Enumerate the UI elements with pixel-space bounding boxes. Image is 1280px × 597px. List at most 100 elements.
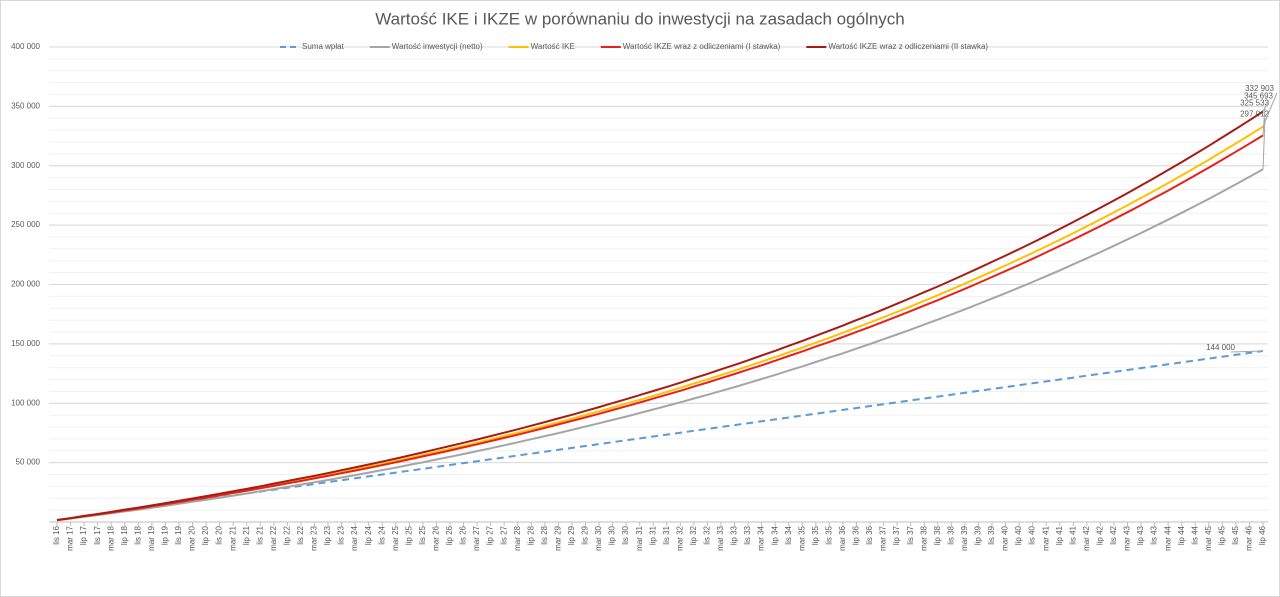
x-tick-label: mar 45 — [1204, 525, 1213, 550]
x-tick-label: mar 39 — [960, 525, 969, 550]
x-tick-label: mar 23 — [310, 525, 319, 550]
data-label: 144 000 — [1206, 343, 1235, 352]
x-tick-label: lis 19 — [174, 525, 183, 544]
x-tick-label: mar 21 — [228, 525, 237, 550]
x-tick-label: mar 33 — [716, 525, 725, 550]
x-tick-label: lip 39 — [974, 525, 983, 545]
x-tick-label: lis 36 — [865, 525, 874, 544]
x-tick-label: lip 24 — [364, 525, 373, 545]
x-tick-label: lis 30 — [621, 525, 630, 544]
legend-label: Wartość inwestycji (netto) — [392, 42, 483, 51]
x-tick-label: lis 45 — [1231, 525, 1240, 544]
x-tick-label: lis 24 — [377, 525, 386, 544]
x-tick-label: lis 28 — [540, 525, 549, 544]
x-tick-label: lis 31 — [662, 525, 671, 544]
series-line — [56, 350, 1264, 522]
x-tick-label: mar 42 — [1082, 525, 1091, 550]
x-tick-label: mar 32 — [675, 525, 684, 550]
x-tick-label: mar 43 — [1123, 525, 1132, 550]
x-tick-label: mar 37 — [879, 525, 888, 550]
y-tick-label: 400 000 — [11, 42, 40, 51]
x-tick-label: lis 33 — [743, 525, 752, 544]
x-tick-label: lip 26 — [445, 525, 454, 545]
x-tick-label: lis 40 — [1028, 525, 1037, 544]
x-tick-label: lis 32 — [703, 525, 712, 544]
y-tick-label: 250 000 — [11, 220, 40, 229]
label-leader — [1262, 118, 1266, 170]
x-tick-label: mar 17 — [66, 525, 75, 550]
x-tick-label: mar 34 — [757, 525, 766, 550]
x-tick-label: lip 20 — [201, 525, 210, 545]
x-tick-label: mar 35 — [797, 525, 806, 550]
legend-label: Wartość IKE — [531, 42, 575, 51]
x-tick-label: lip 22 — [282, 525, 291, 545]
x-tick-label: lip 44 — [1177, 525, 1186, 545]
series-line — [56, 168, 1264, 522]
x-tick-label: mar 40 — [1001, 525, 1010, 550]
x-tick-label: lip 23 — [323, 525, 332, 545]
x-tick-label: lip 18 — [120, 525, 129, 545]
x-tick-label: mar 24 — [350, 525, 359, 550]
x-tick-label: lip 19 — [161, 525, 170, 545]
x-tick-label: lis 34 — [784, 525, 793, 544]
x-tick-label: lis 26 — [459, 525, 468, 544]
x-tick-label: lip 46 — [1258, 525, 1267, 545]
x-tick-label: mar 38 — [919, 525, 928, 550]
x-tick-label: lis 22 — [296, 525, 305, 544]
x-tick-label: mar 18 — [106, 525, 115, 550]
data-label: 325 533 — [1240, 99, 1269, 108]
x-tick-label: lis 21 — [255, 525, 264, 544]
x-tick-label: lis 20 — [215, 525, 224, 544]
x-tick-label: lip 32 — [689, 525, 698, 545]
x-tick-label: lip 45 — [1217, 525, 1226, 545]
x-tick-label: lip 33 — [730, 525, 739, 545]
label-leader — [1230, 350, 1264, 353]
x-tick-label: mar 31 — [635, 525, 644, 550]
x-tick-label: lip 42 — [1096, 525, 1105, 545]
chart-title: Wartość IKE i IKZE w porównaniu do inwes… — [375, 9, 904, 28]
data-label: 332 903 — [1245, 84, 1274, 93]
data-label: 297 012 — [1240, 109, 1269, 118]
x-tick-label: lis 38 — [946, 525, 955, 544]
x-tick-label: mar 44 — [1163, 525, 1172, 550]
x-tick-label: lis 44 — [1190, 525, 1199, 544]
series-line — [56, 110, 1264, 521]
y-tick-label: 50 000 — [16, 458, 41, 467]
legend-label: Wartość IKZE wraz z odliczeniami (I staw… — [623, 42, 781, 51]
x-tick-label: lis 27 — [499, 525, 508, 544]
x-tick-label: lip 36 — [852, 525, 861, 545]
x-tick-label: mar 29 — [553, 525, 562, 550]
x-tick-label: mar 36 — [838, 525, 847, 550]
x-tick-label: mar 46 — [1245, 525, 1254, 550]
x-tick-label: mar 25 — [391, 525, 400, 550]
x-tick-label: lip 25 — [404, 525, 413, 545]
x-tick-label: lip 40 — [1014, 525, 1023, 545]
x-tick-label: lis 42 — [1109, 525, 1118, 544]
x-tick-label: lip 37 — [892, 525, 901, 545]
data-label: 345 693 — [1244, 92, 1273, 101]
x-tick-label: lip 30 — [608, 525, 617, 545]
y-tick-label: 100 000 — [11, 398, 40, 407]
x-tick-label: lis 39 — [987, 525, 996, 544]
x-tick-label: mar 41 — [1041, 525, 1050, 550]
y-tick-label: 300 000 — [11, 161, 40, 170]
x-tick-label: mar 28 — [513, 525, 522, 550]
x-tick-label: mar 19 — [147, 525, 156, 550]
y-tick-label: 350 000 — [11, 101, 40, 110]
x-tick-label: lis 37 — [906, 525, 915, 544]
x-tick-label: lip 21 — [242, 525, 251, 545]
x-tick-label: lip 29 — [567, 525, 576, 545]
x-tick-label: lip 43 — [1136, 525, 1145, 545]
y-tick-label: 200 000 — [11, 280, 40, 289]
x-tick-label: lis 23 — [337, 525, 346, 544]
x-tick-label: mar 27 — [472, 525, 481, 550]
series-line — [56, 134, 1264, 522]
x-tick-label: lip 38 — [933, 525, 942, 545]
x-tick-label: lis 25 — [418, 525, 427, 544]
x-tick-label: mar 30 — [594, 525, 603, 550]
label-leader — [1262, 107, 1266, 136]
x-tick-label: mar 26 — [432, 525, 441, 550]
x-tick-label: lis 43 — [1150, 525, 1159, 544]
